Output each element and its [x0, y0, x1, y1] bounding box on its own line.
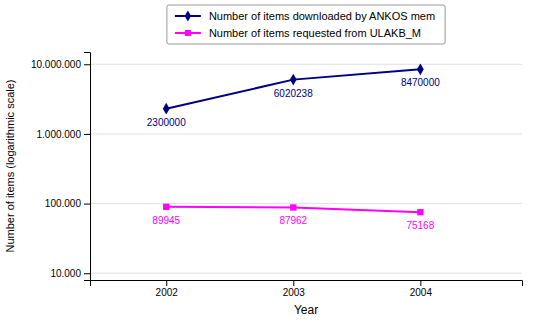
x-axis-title: Year [294, 303, 318, 317]
x-axis: 2002 2003 2004 [91, 280, 523, 298]
legend-entry: Number of items requested from ULAKB_M [175, 27, 421, 39]
x-tick-mark [166, 280, 167, 286]
x-tick-mark [293, 280, 294, 286]
x-tick-label: 2002 [156, 287, 179, 298]
x-tick-label: 2003 [283, 287, 306, 298]
legend-label: Number of items downloaded by ANKOS mem [209, 10, 435, 22]
legend-entry: Number of items downloaded by ANKOS mem [175, 10, 435, 22]
y-tick-mark [84, 64, 90, 65]
y-tick-label: 10.000 [50, 268, 81, 279]
y-tick-label: 1.000.000 [37, 129, 82, 140]
y-axis-title: Number of items (logarithmic scale) [4, 80, 16, 253]
grid [90, 64, 522, 273]
legend-box [167, 5, 445, 44]
grid-line [90, 203, 522, 204]
y-tick-label: 10.000.000 [31, 59, 81, 70]
series-marker [163, 204, 169, 210]
data-labels: 2300000 6020238 8470000 89945 87962 75168 [147, 77, 440, 231]
series-marker [290, 74, 297, 86]
grid-line [90, 133, 522, 134]
x-tick-mark [420, 280, 421, 286]
x-tick: 2002 [156, 280, 179, 298]
chart: 10.000 100.000 1.000.000 10.000.000 2002 2003… [0, 0, 542, 322]
series-marker [417, 63, 424, 75]
legend-marker [185, 30, 191, 36]
legend: Number of items downloaded by ANKOS mem N… [167, 5, 445, 44]
series-marker [163, 103, 170, 115]
series-line [166, 69, 420, 108]
x-tick: 2004 [410, 280, 433, 298]
data-label: 89945 [152, 215, 180, 226]
y-tick-mark [84, 134, 90, 135]
series-marker [417, 209, 423, 215]
y-tick: 1.000.000 [37, 129, 91, 140]
data-label: 87962 [279, 215, 307, 226]
x-tick-label: 2004 [410, 287, 433, 298]
y-axis: 10.000 100.000 1.000.000 10.000.000 [31, 53, 91, 281]
legend-marker [185, 10, 191, 21]
y-tick: 10.000 [50, 268, 90, 279]
y-tick-mark [84, 273, 90, 274]
x-tick: 2003 [283, 280, 306, 298]
y-tick-label: 100.000 [45, 198, 82, 209]
data-label: 6020238 [274, 88, 313, 99]
y-tick-mark [84, 204, 90, 205]
plot-area [163, 63, 424, 215]
y-tick: 100.000 [45, 198, 90, 209]
grid-line [90, 273, 522, 274]
grid-line [90, 64, 522, 65]
y-axis-line [84, 53, 91, 281]
series-marker [290, 204, 296, 210]
x-axis-line [91, 281, 523, 287]
legend-label: Number of items requested from ULAKB_M [209, 27, 421, 39]
data-label: 8470000 [401, 77, 440, 88]
y-tick: 10.000.000 [31, 59, 90, 70]
data-label: 2300000 [147, 117, 186, 128]
data-label: 75168 [406, 220, 434, 231]
